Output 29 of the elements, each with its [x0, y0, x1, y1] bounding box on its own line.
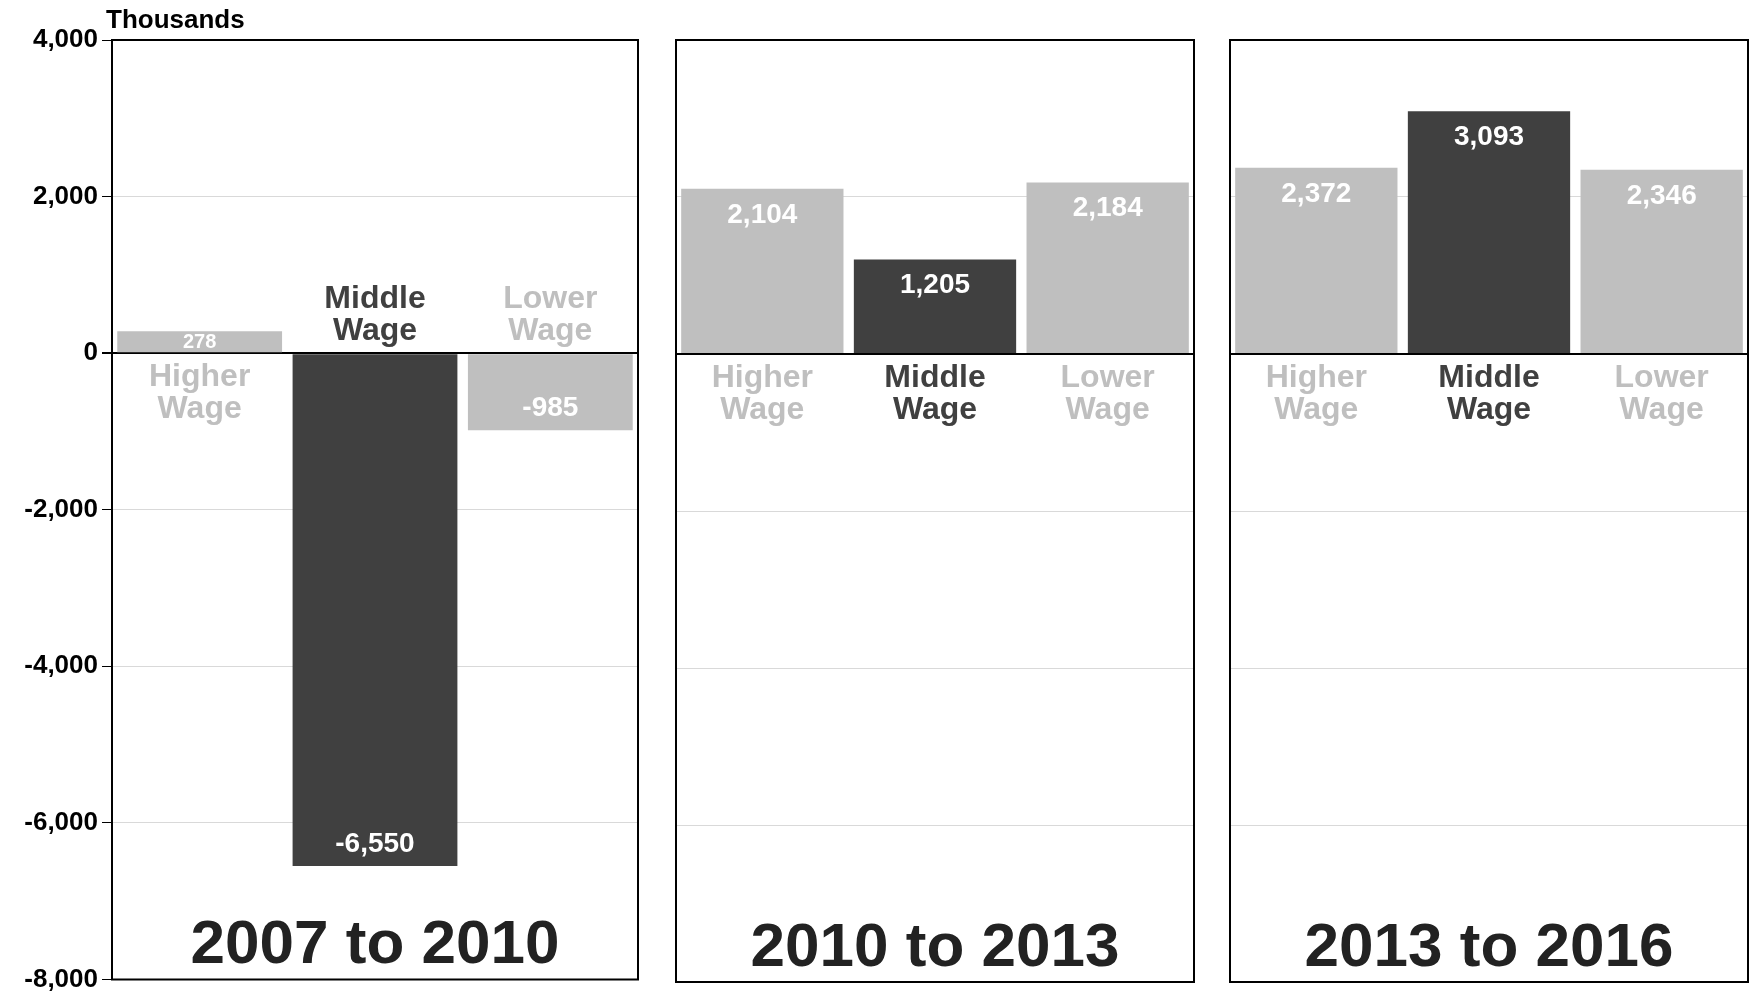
data-label: 2,104	[727, 197, 798, 229]
text: 2007 to 2010	[190, 907, 560, 977]
y-axis-title: Thousands	[106, 4, 245, 35]
y-tick-label: 2,000	[32, 179, 98, 210]
y-tick-label: -6,000	[24, 806, 98, 837]
data-label: 2,184	[1072, 191, 1144, 223]
x-tick-label: Higher Wage	[1265, 357, 1368, 426]
text: 2010 to 2013	[750, 910, 1120, 980]
x-tick-label: Higher Wage	[711, 357, 814, 426]
data-label: 3,093	[1453, 119, 1525, 151]
data-label: 2,372	[1281, 176, 1352, 208]
data-label: 278	[182, 329, 217, 352]
data-label: -985	[522, 390, 579, 422]
x-tick-label: Lower Wage	[1060, 357, 1155, 426]
y-tick-label: -8,000	[24, 962, 98, 993]
y-tick-label: -2,000	[24, 492, 98, 523]
x-tick-label: Middle Wage	[1438, 357, 1540, 426]
x-tick-label: Lower Wage	[503, 278, 598, 347]
y-tick-label: 4,000	[32, 23, 98, 54]
x-tick-label: Middle Wage	[884, 357, 986, 426]
x-tick-label: Higher Wage	[148, 356, 251, 425]
text: 2013 to 2016	[1304, 910, 1674, 980]
x-tick-label: Middle Wage	[324, 278, 426, 347]
data-label: 2,346	[1626, 178, 1697, 210]
y-tick-label: 0	[83, 336, 98, 367]
x-tick-label: Lower Wage	[1614, 357, 1709, 426]
data-label: -6,550	[335, 826, 415, 858]
data-label: 1,205	[899, 268, 971, 300]
y-tick-label: -4,000	[24, 649, 98, 680]
